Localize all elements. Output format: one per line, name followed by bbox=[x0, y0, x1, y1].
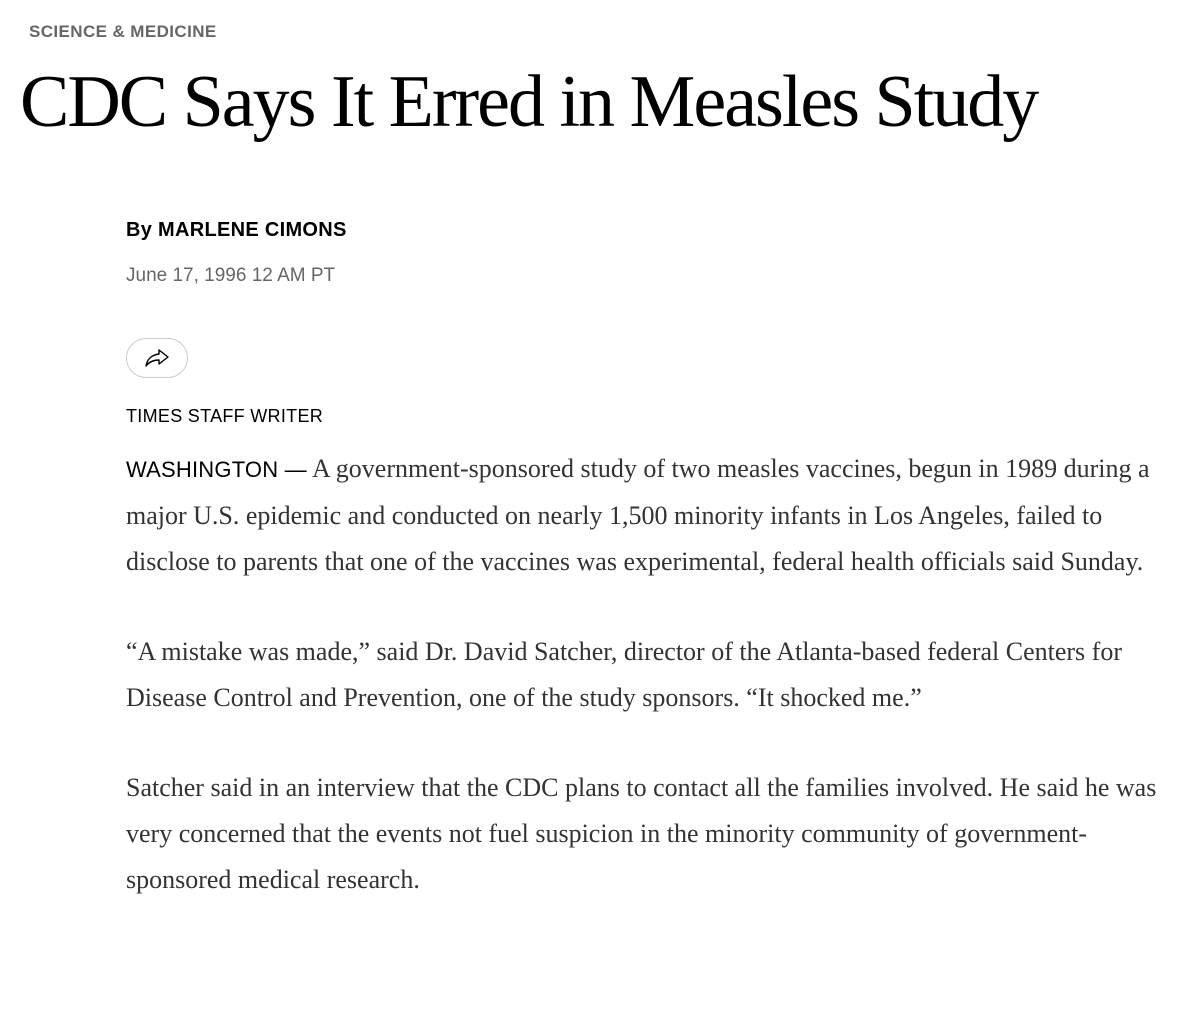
author-link[interactable]: MARLENE CIMONS bbox=[158, 219, 347, 241]
article-headline: CDC Says It Erred in Measles Study bbox=[20, 61, 1039, 143]
paragraph-text: A government-sponsored study of two meas… bbox=[126, 454, 1150, 576]
share-button[interactable] bbox=[126, 338, 188, 378]
byline: By MARLENE CIMONS bbox=[126, 219, 347, 242]
paragraph: WASHINGTON — A government-sponsored stud… bbox=[126, 446, 1166, 585]
share-arrow-icon bbox=[145, 349, 169, 367]
staff-writer-label: TIMES STAFF WRITER bbox=[126, 406, 324, 426]
article-body: WASHINGTON — A government-sponsored stud… bbox=[126, 446, 1166, 947]
byline-prefix: By bbox=[126, 219, 153, 241]
publish-date: June 17, 1996 12 AM PT bbox=[126, 265, 336, 286]
dateline-city: WASHINGTON — bbox=[126, 457, 307, 482]
section-link[interactable]: SCIENCE & MEDICINE bbox=[29, 22, 217, 41]
paragraph: “A mistake was made,” said Dr. David Sat… bbox=[126, 637, 1122, 712]
paragraph: Satcher said in an interview that the CD… bbox=[126, 773, 1157, 894]
